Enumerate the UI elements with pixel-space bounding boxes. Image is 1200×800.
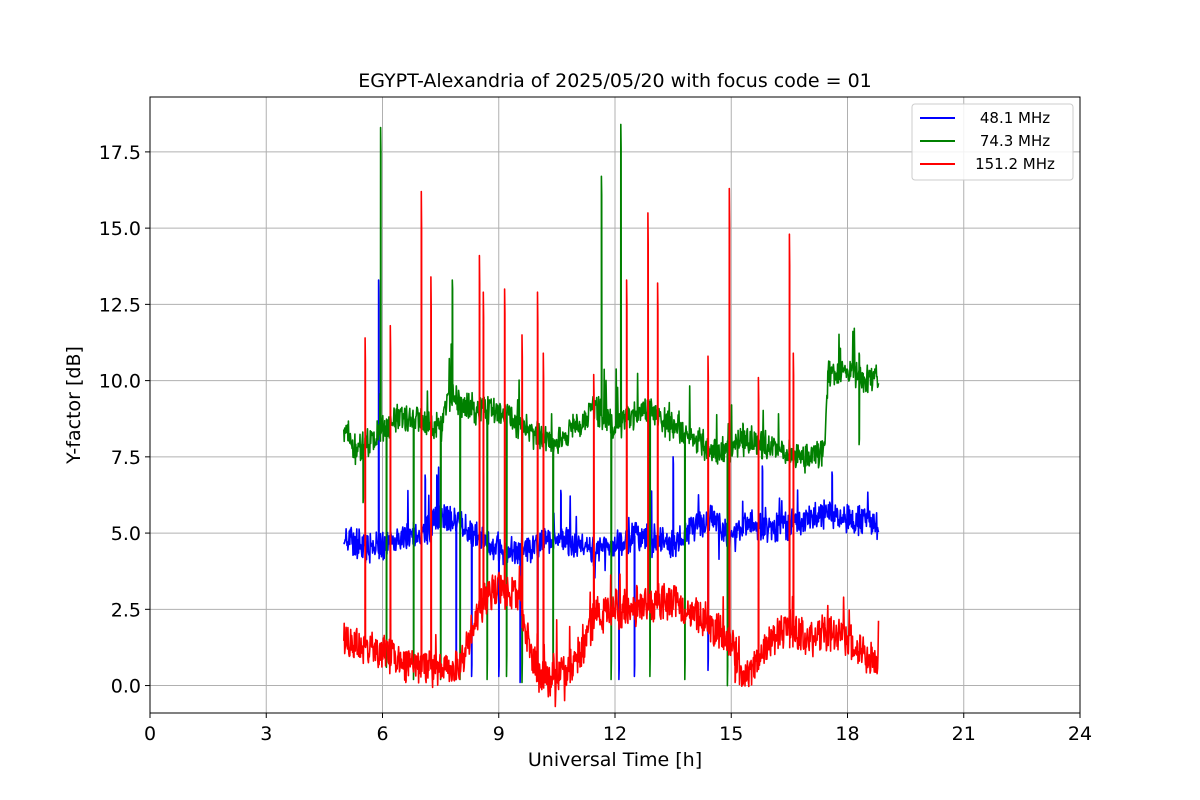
y-tick-label: 7.5 — [111, 447, 141, 469]
ticks: 0 3 6 9 12 15 18 21 24 0.0 2.5 5.0 7.5 10.0 12.5 15.0 17… — [99, 142, 1092, 745]
legend: 48.1 MHz 74.3 MHz 151.2 MHz — [911, 103, 1074, 181]
x-tick-label: 9 — [493, 723, 505, 745]
y-tick-label: 5.0 — [111, 523, 141, 545]
legend-label: 151.2 MHz — [975, 155, 1055, 173]
y-tick-label: 0.0 — [111, 676, 141, 698]
y-tick-label: 10.0 — [99, 371, 141, 393]
x-tick-label: 0 — [144, 723, 156, 745]
legend-label: 74.3 MHz — [980, 132, 1050, 150]
legend-label: 48.1 MHz — [980, 109, 1050, 127]
x-tick-label: 21 — [952, 723, 976, 745]
series-line-1 — [343, 279, 880, 684]
y-tick-label: 17.5 — [99, 142, 141, 164]
x-tick-label: 15 — [719, 723, 743, 745]
series-layer — [343, 123, 880, 708]
x-tick-label: 12 — [603, 723, 627, 745]
y-tick-label: 2.5 — [111, 599, 141, 621]
x-axis-label: Universal Time [h] — [528, 749, 702, 771]
x-tick-label: 3 — [260, 723, 272, 745]
y-tick-label: 15.0 — [99, 218, 141, 240]
legend-box — [911, 103, 1074, 181]
x-tick-label: 6 — [376, 723, 388, 745]
y-axis-label: Y-factor [dB] — [63, 346, 85, 465]
y-tick-label: 12.5 — [99, 294, 141, 316]
x-tick-label: 24 — [1068, 723, 1092, 745]
x-tick-label: 18 — [835, 723, 859, 745]
series-line-3 — [343, 187, 880, 708]
chart-title: EGYPT-Alexandria of 2025/05/20 with focu… — [358, 70, 872, 92]
